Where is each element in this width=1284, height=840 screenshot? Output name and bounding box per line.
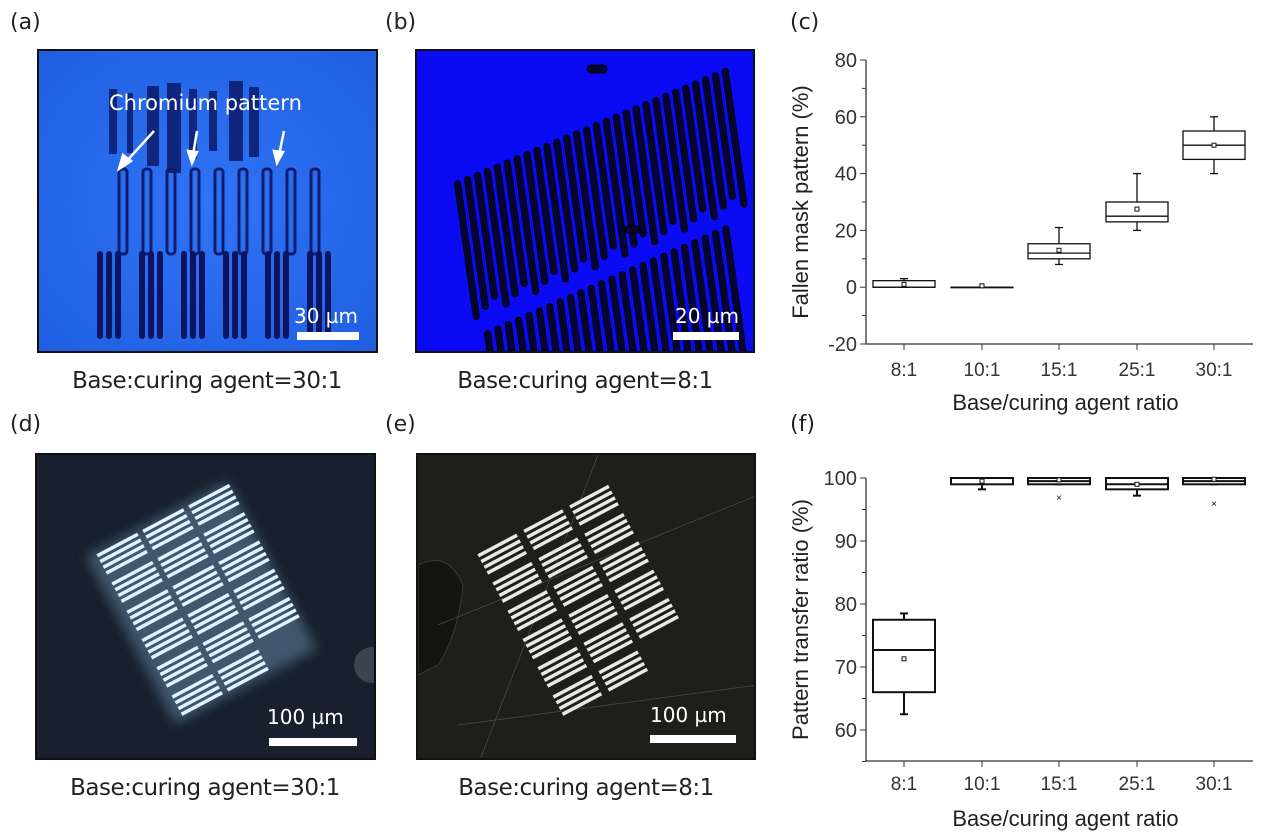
x-tick-label: 25:1 bbox=[1119, 774, 1156, 795]
caption-b: Base:curing agent=8:1 bbox=[457, 368, 713, 394]
mean-marker bbox=[1134, 481, 1140, 487]
box-8-1 bbox=[872, 612, 936, 716]
mean-marker bbox=[1211, 142, 1217, 148]
mean-marker bbox=[1056, 247, 1062, 253]
transferred-pattern-image-d bbox=[86, 481, 374, 725]
scale-label-e: 100 µm bbox=[650, 703, 727, 727]
box-30-1: × bbox=[1182, 476, 1246, 510]
y-tick-label: 80 bbox=[835, 50, 857, 72]
scale-bar-d bbox=[269, 738, 357, 746]
y-tick-label: 90 bbox=[835, 531, 857, 553]
outlier-marker: × bbox=[1211, 499, 1217, 510]
x-tick-label: 10:1 bbox=[964, 360, 1001, 381]
micrograph-e: 100 µm bbox=[416, 453, 756, 760]
box-15-1 bbox=[1027, 226, 1091, 266]
y-tick-label: 70 bbox=[835, 657, 857, 679]
panel-label-e: (e) bbox=[385, 412, 416, 437]
panel-label-b: (b) bbox=[385, 10, 417, 35]
panel-label-c: (c) bbox=[790, 10, 820, 35]
x-tick-label: 15:1 bbox=[1041, 360, 1078, 381]
pattern-image-b bbox=[454, 64, 751, 351]
caption-e: Base:curing agent=8:1 bbox=[458, 775, 714, 801]
mean-marker bbox=[1056, 477, 1062, 483]
y-axis-label: Pattern transfer ratio (%) bbox=[788, 499, 813, 740]
box-10-1 bbox=[950, 283, 1014, 289]
micrograph-b: 20 µm bbox=[415, 49, 755, 353]
chromium-pattern-image bbox=[39, 51, 376, 351]
y-tick-label: -20 bbox=[828, 334, 857, 356]
panel-label-a: (a) bbox=[10, 10, 41, 35]
x-tick-label: 10:1 bbox=[964, 774, 1001, 795]
mean-marker bbox=[979, 478, 985, 484]
y-tick-label: 100 bbox=[824, 468, 857, 490]
transferred-pattern-image-e bbox=[418, 455, 754, 758]
caption-a: Base:curing agent=30:1 bbox=[72, 368, 342, 394]
mean-marker bbox=[979, 283, 985, 289]
mean-marker bbox=[901, 281, 907, 287]
micrograph-a: Chromium pattern 30 µm bbox=[37, 49, 378, 353]
x-tick-label: 8:1 bbox=[891, 360, 917, 381]
x-tick-label: 30:1 bbox=[1196, 774, 1233, 795]
annotation-arrows bbox=[116, 130, 286, 172]
box-8-1 bbox=[872, 278, 936, 288]
chart-c: -20 0 20 40 60 80 8:1 10:1 15:1 25:1 30:1 Base/curi… bbox=[788, 50, 1253, 415]
y-tick-label: 20 bbox=[835, 220, 857, 242]
box-iqr bbox=[872, 618, 936, 694]
box-iqr bbox=[1105, 201, 1169, 223]
y-tick-label: 60 bbox=[835, 107, 857, 129]
mean-marker bbox=[901, 656, 907, 662]
mean-marker bbox=[1211, 476, 1217, 482]
chromium-pattern-annotation: Chromium pattern bbox=[109, 91, 302, 115]
chart-f: 60 70 80 90 100 8:1 10:1 15:1 25:1 30:1 Base/curin… bbox=[788, 468, 1253, 831]
box-15-1: × bbox=[1027, 477, 1091, 504]
micrograph-d: 100 µm bbox=[35, 453, 376, 760]
caption-d: Base:curing agent=30:1 bbox=[70, 775, 340, 801]
x-tick-label: 15:1 bbox=[1041, 774, 1078, 795]
panel-label-d: (d) bbox=[10, 412, 42, 437]
x-tick-label: 8:1 bbox=[891, 774, 917, 795]
y-tick-label: 60 bbox=[835, 720, 857, 742]
box-10-1 bbox=[950, 477, 1014, 491]
box-30-1 bbox=[1182, 116, 1246, 175]
box-25-1 bbox=[1105, 172, 1169, 232]
scale-label-d: 100 µm bbox=[267, 705, 344, 729]
outlier-marker: × bbox=[1056, 493, 1062, 504]
box-25-1 bbox=[1105, 477, 1169, 497]
panel-label-f: (f) bbox=[790, 412, 815, 437]
mean-marker bbox=[1134, 206, 1140, 212]
scale-label-a: 30 µm bbox=[294, 304, 359, 328]
scale-bar-e bbox=[650, 735, 736, 743]
x-axis-label: Base/curing agent ratio bbox=[952, 390, 1178, 415]
scale-bar-b bbox=[673, 332, 739, 340]
y-tick-label: 0 bbox=[846, 277, 857, 299]
y-tick-label: 80 bbox=[835, 594, 857, 616]
y-tick-label: 40 bbox=[835, 164, 857, 186]
x-axis-label: Base/curing agent ratio bbox=[952, 806, 1178, 831]
scale-bar-a bbox=[297, 332, 359, 340]
x-tick-label: 25:1 bbox=[1119, 360, 1156, 381]
scale-label-b: 20 µm bbox=[675, 304, 740, 328]
x-tick-label: 30:1 bbox=[1196, 360, 1233, 381]
y-axis-label: Fallen mask pattern (%) bbox=[788, 85, 813, 319]
